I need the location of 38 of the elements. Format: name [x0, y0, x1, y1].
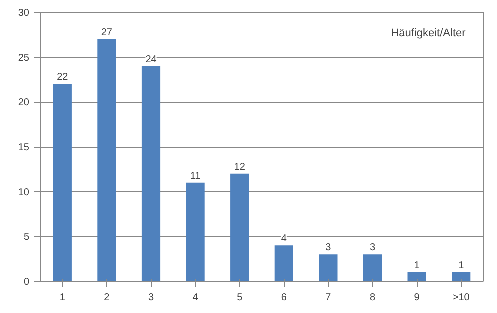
bar	[274, 246, 294, 282]
data-label: 4	[281, 234, 288, 245]
bar	[319, 254, 338, 282]
bar	[53, 84, 72, 282]
y-tick-label: 15	[18, 142, 30, 154]
y-tick-label: 10	[18, 187, 30, 198]
x-tick-label: >10	[452, 292, 470, 304]
y-tick-label: 30	[18, 8, 30, 19]
data-label: 12	[234, 162, 246, 173]
data-label: 1	[458, 260, 465, 272]
data-label: 24	[146, 54, 158, 66]
text: Häufigkeit/Alter	[391, 27, 466, 40]
x-tick-label: 1	[60, 292, 66, 304]
y-tick-label: 5	[24, 232, 30, 244]
x-tick-label: 3	[148, 292, 154, 304]
x-tick-label: 6	[281, 292, 288, 304]
data-label: 3	[326, 242, 332, 254]
bar	[363, 254, 382, 282]
data-label: 22	[57, 72, 69, 84]
x-tick-label: 4	[192, 292, 199, 304]
y-tick-label: 0	[24, 277, 30, 288]
x-tick-label: 7	[326, 292, 332, 304]
data-label: 3	[370, 242, 376, 254]
y-tick-label: 20	[18, 98, 30, 109]
bar	[98, 39, 116, 282]
x-tick-label: 8	[370, 292, 376, 304]
bar	[142, 66, 161, 282]
bar	[230, 174, 250, 282]
data-label: 11	[190, 170, 202, 182]
bar	[452, 272, 471, 282]
bar	[186, 182, 205, 282]
y-tick-label: 25	[18, 52, 30, 64]
data-label: 27	[101, 27, 113, 38]
x-tick-label: 9	[414, 292, 420, 304]
x-tick-label: 5	[237, 292, 244, 304]
data-label: 1	[414, 260, 420, 272]
x-tick-label: 2	[104, 292, 110, 304]
bar	[408, 272, 426, 282]
